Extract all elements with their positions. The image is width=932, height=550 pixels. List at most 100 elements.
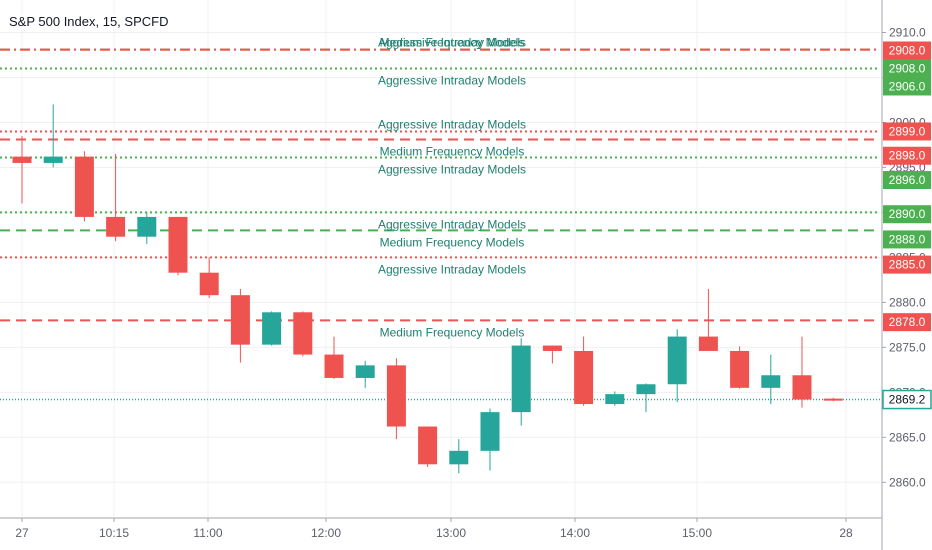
y-tick-label: 2875.0: [889, 340, 926, 354]
candle[interactable]: [542, 345, 562, 364]
candle-body[interactable]: [137, 216, 157, 237]
x-tick-label: 28: [839, 526, 853, 540]
candle[interactable]: [761, 354, 781, 405]
candle-body[interactable]: [324, 354, 344, 378]
candle-body[interactable]: [74, 156, 94, 217]
candle-body[interactable]: [168, 216, 188, 273]
price-badge: 2888.0: [883, 230, 931, 249]
candle-body[interactable]: [636, 384, 656, 395]
price-badge-label: 2878.0: [889, 315, 926, 329]
price-badge-label: 2896.0: [889, 173, 926, 187]
candle[interactable]: [262, 311, 282, 346]
price-badge-label: 2890.0: [889, 207, 926, 221]
price-badge-bg: [883, 313, 931, 332]
price-badge: 2890.0: [883, 205, 931, 224]
price-badge-bg: [883, 255, 931, 274]
candle-body[interactable]: [480, 412, 500, 451]
candle-body[interactable]: [199, 272, 219, 296]
candle[interactable]: [574, 336, 594, 406]
price-badge-label: 2908.0: [889, 43, 926, 57]
candle-body[interactable]: [12, 156, 32, 163]
candle[interactable]: [823, 397, 843, 402]
candle[interactable]: [293, 311, 313, 357]
level-label: Aggressive Intraday Models: [378, 163, 526, 177]
candle[interactable]: [511, 338, 531, 426]
x-tick-label: 10:15: [99, 526, 129, 540]
candle-body[interactable]: [698, 336, 718, 351]
candle[interactable]: [324, 336, 344, 379]
candle[interactable]: [137, 212, 157, 244]
candle[interactable]: [480, 408, 500, 471]
price-badge-label: 2906.0: [889, 79, 926, 93]
price-badge-label: 2908.0: [889, 61, 926, 75]
candle[interactable]: [449, 439, 469, 474]
last-price-label: 2869.2: [889, 393, 926, 407]
last-price-badge-bg: [882, 389, 932, 410]
level-label: Aggressive Intraday Models: [378, 117, 526, 131]
candle-body[interactable]: [574, 350, 594, 405]
candle[interactable]: [698, 288, 718, 351]
candle[interactable]: [12, 135, 32, 204]
price-badge: 2908.0: [883, 41, 931, 60]
candle[interactable]: [199, 257, 219, 298]
candle-body[interactable]: [293, 312, 313, 355]
price-badge-bg: [883, 59, 931, 78]
candle-body[interactable]: [262, 312, 282, 345]
price-badge-bg: [883, 171, 931, 190]
price-badge: 2896.0: [883, 171, 931, 190]
candle[interactable]: [230, 288, 250, 363]
candle-body[interactable]: [106, 216, 126, 237]
candle[interactable]: [386, 358, 406, 440]
candle[interactable]: [667, 329, 687, 403]
level-label: Medium Frequency Models: [380, 145, 525, 159]
candlestick-series[interactable]: [12, 104, 843, 474]
x-tick-label: 14:00: [560, 526, 590, 540]
candle-body[interactable]: [823, 398, 843, 401]
x-tick-label: 11:00: [193, 526, 222, 540]
level-label: Aggressive Intraday Models: [378, 36, 526, 50]
candle-body[interactable]: [418, 426, 438, 465]
candle-body[interactable]: [730, 350, 750, 388]
candle-body[interactable]: [667, 336, 687, 385]
candle-body[interactable]: [511, 345, 531, 413]
candle[interactable]: [730, 346, 750, 389]
candle-body[interactable]: [761, 375, 781, 388]
level-label: Medium Frequency Models: [380, 235, 525, 249]
y-tick-label: 2880.0: [889, 295, 926, 309]
level-label: Medium Frequency Models: [380, 36, 525, 50]
candle[interactable]: [605, 391, 625, 406]
level-label: Aggressive Intraday Models: [378, 262, 526, 276]
x-tick-label: 13:00: [436, 526, 466, 540]
x-tick-label: 12:00: [311, 526, 341, 540]
price-badge-label: 2899.0: [889, 124, 926, 138]
candle-body[interactable]: [792, 375, 812, 400]
candle[interactable]: [74, 151, 94, 222]
last-price-badge: 2869.2: [882, 389, 932, 410]
candle-body[interactable]: [355, 365, 375, 378]
price-badge-label: 2885.0: [889, 258, 926, 272]
price-badge-bg: [883, 122, 931, 141]
candle[interactable]: [418, 426, 438, 468]
candle[interactable]: [168, 216, 188, 276]
candle-body[interactable]: [43, 156, 63, 163]
candle-body[interactable]: [230, 295, 250, 345]
candle-body[interactable]: [542, 345, 562, 351]
price-badge: 2908.0: [883, 59, 931, 78]
candle[interactable]: [636, 383, 656, 413]
candle-body[interactable]: [449, 450, 469, 465]
candle-body[interactable]: [386, 365, 406, 427]
level-label: Aggressive Intraday Models: [378, 217, 526, 231]
y-tick-label: 2865.0: [889, 430, 926, 444]
candle[interactable]: [792, 336, 812, 408]
candle[interactable]: [106, 153, 126, 242]
level-label: Aggressive Intraday Models: [378, 73, 526, 87]
y-tick-label: 2910.0: [889, 25, 926, 39]
candle[interactable]: [43, 104, 63, 168]
candle[interactable]: [355, 360, 375, 388]
candle-body[interactable]: [605, 394, 625, 405]
price-badge-bg: [883, 230, 931, 249]
chart-title: S&P 500 Index, 15, SPCFD: [7, 14, 171, 29]
